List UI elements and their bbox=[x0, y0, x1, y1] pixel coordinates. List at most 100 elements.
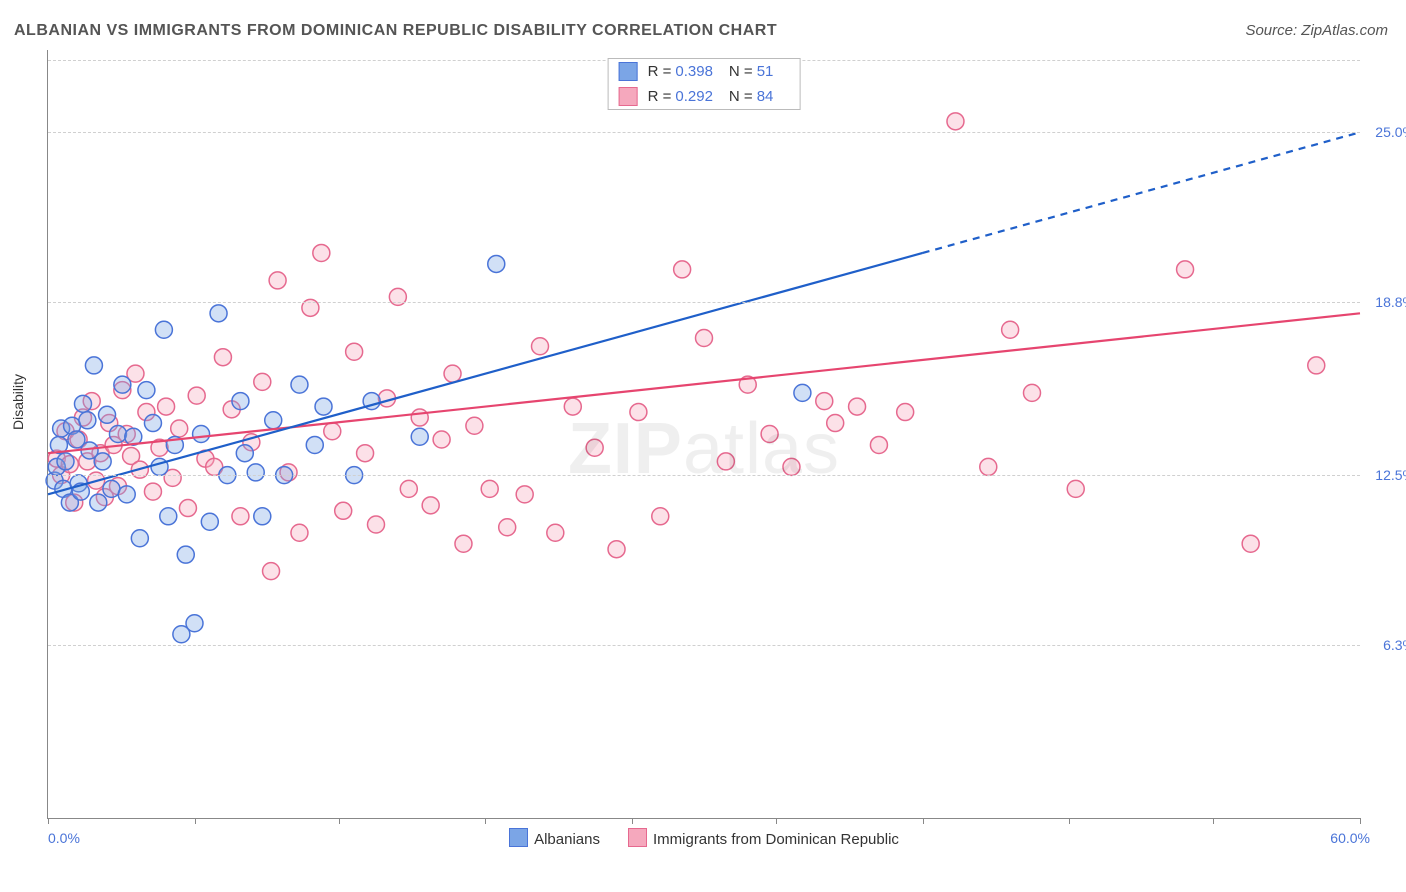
data-point bbox=[466, 417, 483, 434]
data-point bbox=[306, 436, 323, 453]
y-tick-label: 18.8% bbox=[1375, 294, 1406, 310]
legend-item: Albanians bbox=[509, 828, 600, 848]
data-point bbox=[980, 458, 997, 475]
x-tick bbox=[776, 818, 777, 824]
data-point bbox=[411, 409, 428, 426]
data-point bbox=[254, 373, 271, 390]
data-point bbox=[265, 412, 282, 429]
plot-area: ZIPatlas R =0.398N =51R =0.292N =84 Alba… bbox=[47, 50, 1360, 819]
data-point bbox=[783, 458, 800, 475]
data-point bbox=[444, 365, 461, 382]
data-point bbox=[761, 426, 778, 443]
x-tick bbox=[1213, 818, 1214, 824]
data-point bbox=[232, 508, 249, 525]
data-point bbox=[630, 404, 647, 421]
data-point bbox=[74, 395, 91, 412]
data-point bbox=[254, 508, 271, 525]
data-point bbox=[481, 480, 498, 497]
data-point bbox=[160, 508, 177, 525]
gridline bbox=[48, 302, 1360, 303]
data-point bbox=[947, 113, 964, 130]
data-point bbox=[186, 615, 203, 632]
y-tick-label: 6.3% bbox=[1383, 637, 1406, 653]
stat-box: R =0.398N =51R =0.292N =84 bbox=[608, 58, 801, 110]
data-point bbox=[1067, 480, 1084, 497]
chart-svg bbox=[48, 50, 1360, 818]
data-point bbox=[586, 439, 603, 456]
data-point bbox=[201, 513, 218, 530]
data-point bbox=[564, 398, 581, 415]
data-point bbox=[1308, 357, 1325, 374]
data-point bbox=[85, 357, 102, 374]
gridline bbox=[48, 475, 1360, 476]
data-point bbox=[1024, 384, 1041, 401]
data-point bbox=[144, 415, 161, 432]
data-point bbox=[324, 423, 341, 440]
data-point bbox=[291, 524, 308, 541]
data-point bbox=[674, 261, 691, 278]
x-tick bbox=[339, 818, 340, 824]
data-point bbox=[816, 393, 833, 410]
data-point bbox=[499, 519, 516, 536]
data-point bbox=[247, 464, 264, 481]
x-tick bbox=[48, 818, 49, 824]
data-point bbox=[193, 426, 210, 443]
data-point bbox=[1242, 535, 1259, 552]
data-point bbox=[1177, 261, 1194, 278]
data-point bbox=[794, 384, 811, 401]
data-point bbox=[488, 255, 505, 272]
data-point bbox=[400, 480, 417, 497]
data-point bbox=[171, 420, 188, 437]
data-point bbox=[118, 486, 135, 503]
data-point bbox=[138, 382, 155, 399]
data-point bbox=[547, 524, 564, 541]
data-point bbox=[188, 387, 205, 404]
data-point bbox=[291, 376, 308, 393]
data-point bbox=[346, 343, 363, 360]
data-point bbox=[1002, 321, 1019, 338]
regression-line bbox=[923, 132, 1360, 253]
data-point bbox=[131, 530, 148, 547]
gridline bbox=[48, 132, 1360, 133]
data-point bbox=[368, 516, 385, 533]
legend-item: Immigrants from Dominican Republic bbox=[628, 828, 899, 848]
data-point bbox=[158, 398, 175, 415]
data-point bbox=[532, 338, 549, 355]
data-point bbox=[269, 272, 286, 289]
x-tick bbox=[1069, 818, 1070, 824]
data-point bbox=[236, 445, 253, 462]
data-point bbox=[144, 483, 161, 500]
x-tick bbox=[195, 818, 196, 824]
y-axis-label: Disability bbox=[10, 374, 26, 430]
stat-row: R =0.398N =51 bbox=[609, 59, 800, 84]
data-point bbox=[827, 415, 844, 432]
chart-title: ALBANIAN VS IMMIGRANTS FROM DOMINICAN RE… bbox=[14, 22, 777, 40]
data-point bbox=[263, 563, 280, 580]
data-point bbox=[357, 445, 374, 462]
x-tick bbox=[485, 818, 486, 824]
data-point bbox=[210, 305, 227, 322]
data-point bbox=[155, 321, 172, 338]
data-point bbox=[94, 453, 111, 470]
gridline bbox=[48, 645, 1360, 646]
data-point bbox=[516, 486, 533, 503]
data-point bbox=[455, 535, 472, 552]
data-point bbox=[315, 398, 332, 415]
data-point bbox=[177, 546, 194, 563]
data-point bbox=[57, 453, 74, 470]
data-point bbox=[179, 500, 196, 517]
data-point bbox=[652, 508, 669, 525]
stat-row: R =0.292N =84 bbox=[609, 84, 800, 109]
x-tick bbox=[632, 818, 633, 824]
data-point bbox=[114, 376, 131, 393]
data-point bbox=[313, 244, 330, 261]
data-point bbox=[214, 349, 231, 366]
data-point bbox=[849, 398, 866, 415]
data-point bbox=[696, 330, 713, 347]
y-tick-label: 12.5% bbox=[1375, 467, 1406, 483]
x-tick bbox=[923, 818, 924, 824]
source-label: Source: ZipAtlas.com bbox=[1245, 22, 1388, 39]
data-point bbox=[335, 502, 352, 519]
data-point bbox=[103, 480, 120, 497]
data-point bbox=[90, 494, 107, 511]
